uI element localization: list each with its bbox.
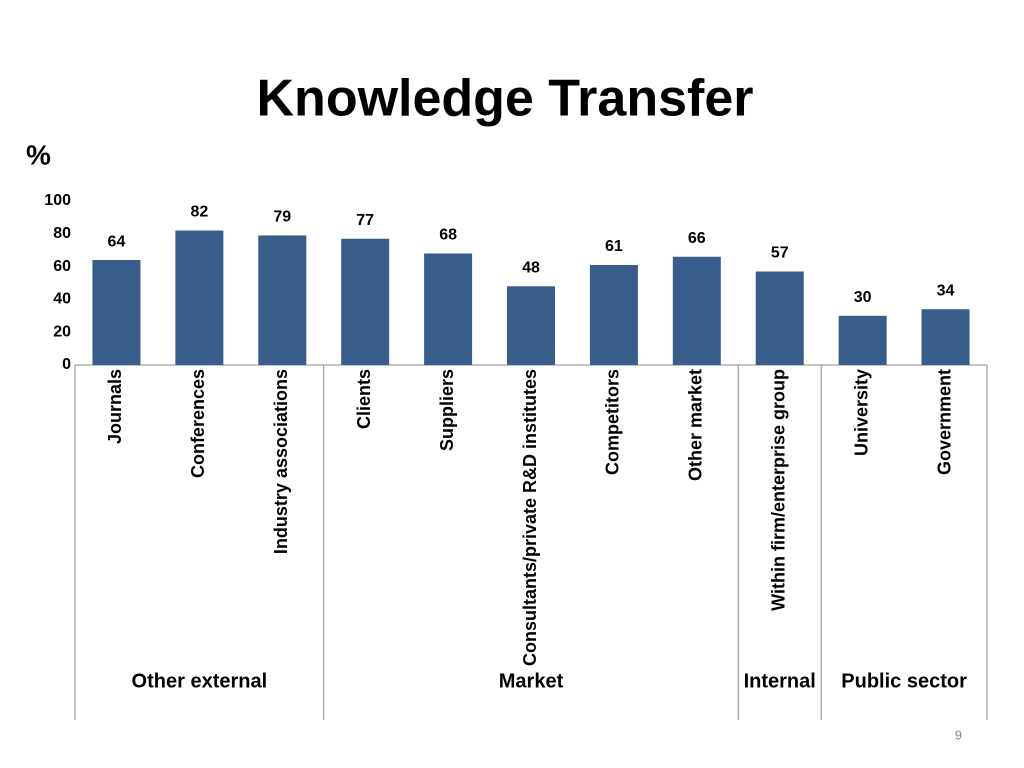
group-label: Other external (132, 670, 268, 692)
bar (341, 238, 390, 365)
y-tick-label: 20 (53, 323, 71, 340)
page-number: 9 (955, 727, 962, 742)
x-tick-label: Other market (686, 369, 706, 481)
y-tick-label: 80 (53, 225, 71, 242)
group-label: Public sector (841, 670, 967, 692)
group-label: Market (499, 670, 564, 692)
group-label: Internal (744, 670, 816, 692)
y-tick-label: 100 (44, 192, 71, 209)
x-tick-label: Competitors (603, 369, 623, 475)
x-tick-label: University (851, 369, 871, 456)
bar (672, 256, 721, 365)
x-tick-label: Suppliers (437, 369, 457, 451)
x-tick-label: Consultants/private R&D institutes (520, 369, 540, 666)
bar (589, 264, 638, 365)
data-label: 30 (854, 289, 872, 306)
bar (921, 309, 970, 365)
x-tick-label: Clients (354, 369, 374, 429)
chart-title: Knowledge Transfer (257, 70, 754, 128)
x-tick-label: Journals (105, 369, 125, 444)
data-label: 77 (356, 212, 374, 229)
x-tick-label: Industry associations (271, 369, 291, 554)
bar (92, 260, 141, 365)
y-tick-label: 40 (53, 291, 71, 308)
bar (258, 235, 307, 365)
bar (507, 286, 555, 365)
bar (755, 271, 804, 365)
bar (424, 253, 473, 365)
data-label: 48 (522, 259, 540, 276)
data-label: 61 (605, 238, 623, 255)
data-label: 57 (771, 245, 789, 262)
y-tick-label: 60 (53, 258, 71, 275)
bar (175, 230, 224, 365)
data-label: 68 (439, 227, 457, 244)
data-label: 34 (937, 282, 955, 299)
x-tick-label: Within firm/enterprise group (768, 369, 788, 611)
y-axis-label: % (26, 139, 51, 170)
x-tick-label: Conferences (188, 369, 208, 478)
data-label: 82 (190, 204, 208, 221)
data-label: 66 (688, 230, 706, 247)
data-label: 64 (108, 233, 126, 250)
bar (838, 315, 887, 365)
y-tick-label: 0 (62, 356, 71, 373)
x-tick-label: Government (934, 369, 954, 475)
data-label: 79 (273, 209, 291, 226)
